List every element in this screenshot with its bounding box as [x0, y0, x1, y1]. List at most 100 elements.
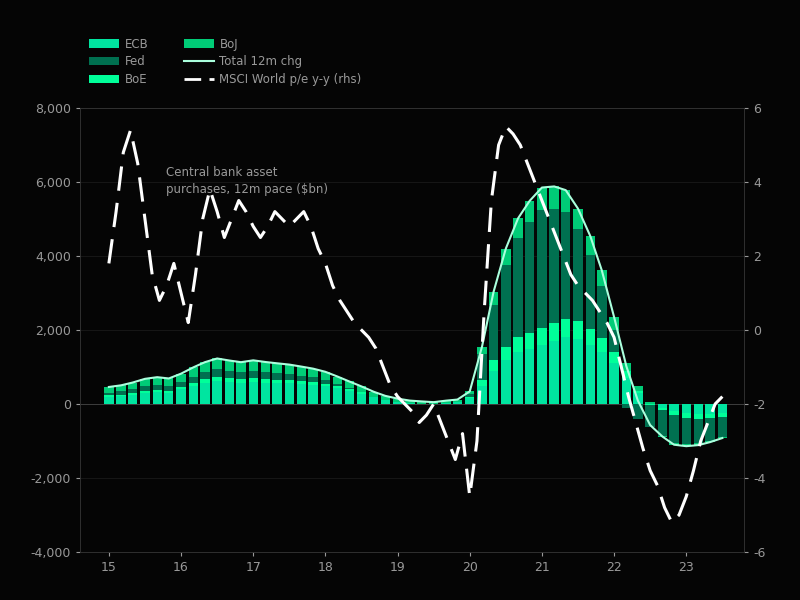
Bar: [249, 382, 258, 404]
Bar: [309, 368, 318, 377]
Bar: [104, 387, 114, 392]
Bar: [225, 378, 234, 382]
Bar: [213, 358, 222, 369]
Bar: [309, 377, 318, 382]
Bar: [670, 443, 678, 445]
Bar: [561, 337, 570, 404]
Bar: [261, 362, 270, 372]
Bar: [718, 437, 727, 438]
Bar: [489, 371, 498, 404]
Bar: [465, 398, 474, 404]
Bar: [236, 372, 246, 379]
Bar: [176, 374, 186, 382]
Bar: [309, 385, 318, 404]
Bar: [345, 388, 354, 389]
Bar: [682, 404, 691, 413]
Bar: [236, 362, 246, 372]
Bar: [501, 347, 510, 359]
Bar: [682, 418, 691, 444]
Bar: [694, 419, 703, 443]
Bar: [176, 389, 186, 404]
Bar: [128, 383, 138, 389]
Bar: [706, 413, 714, 418]
Bar: [501, 359, 510, 404]
Bar: [200, 362, 210, 372]
Bar: [538, 345, 546, 404]
Bar: [128, 395, 138, 404]
Bar: [176, 382, 186, 387]
Bar: [117, 385, 126, 391]
Bar: [261, 383, 270, 404]
Bar: [249, 361, 258, 371]
Bar: [442, 403, 450, 404]
Bar: [297, 384, 306, 404]
Bar: [525, 349, 534, 404]
Bar: [694, 414, 703, 419]
Bar: [658, 410, 667, 436]
Bar: [561, 319, 570, 337]
Bar: [465, 397, 474, 398]
Bar: [357, 386, 366, 392]
Bar: [453, 402, 462, 404]
Bar: [478, 354, 486, 380]
Bar: [381, 400, 390, 404]
Bar: [561, 190, 570, 212]
Bar: [164, 391, 174, 392]
Bar: [574, 229, 582, 322]
Bar: [465, 391, 474, 394]
Bar: [249, 378, 258, 382]
Bar: [597, 338, 606, 352]
Bar: [297, 367, 306, 376]
Bar: [236, 379, 246, 383]
Bar: [297, 381, 306, 384]
Bar: [153, 385, 162, 390]
Bar: [128, 393, 138, 395]
Bar: [140, 379, 150, 386]
Bar: [200, 383, 210, 404]
Bar: [478, 347, 486, 354]
Bar: [153, 390, 162, 392]
Bar: [272, 373, 282, 380]
Bar: [249, 371, 258, 378]
Bar: [164, 392, 174, 404]
Bar: [465, 394, 474, 397]
Bar: [670, 412, 678, 415]
Bar: [213, 369, 222, 377]
Bar: [297, 376, 306, 381]
Bar: [622, 404, 631, 408]
Bar: [333, 384, 342, 386]
Bar: [538, 210, 546, 328]
Bar: [478, 380, 486, 386]
Bar: [622, 362, 631, 371]
Bar: [514, 218, 522, 238]
Bar: [622, 371, 631, 378]
Bar: [225, 382, 234, 404]
Bar: [357, 392, 366, 394]
Bar: [597, 286, 606, 338]
Text: Central bank asset
purchases, 12m pace ($bn): Central bank asset purchases, 12m pace (…: [166, 166, 328, 196]
Bar: [381, 396, 390, 400]
Bar: [272, 380, 282, 383]
Bar: [718, 404, 727, 413]
Bar: [140, 393, 150, 404]
Bar: [574, 339, 582, 404]
Bar: [369, 392, 378, 397]
Bar: [586, 345, 595, 404]
Bar: [682, 413, 691, 418]
Bar: [586, 254, 595, 329]
Bar: [369, 397, 378, 404]
Bar: [309, 382, 318, 385]
Bar: [597, 271, 606, 286]
Bar: [658, 436, 667, 437]
Bar: [117, 391, 126, 395]
Bar: [610, 317, 618, 330]
Bar: [104, 397, 114, 404]
Legend: ECB, Fed, BoE, BoJ, Total 12m chg, MSCI World p/e y-y (rhs): ECB, Fed, BoE, BoJ, Total 12m chg, MSCI …: [86, 34, 366, 89]
Bar: [489, 361, 498, 371]
Bar: [285, 365, 294, 374]
Bar: [345, 389, 354, 391]
Bar: [489, 292, 498, 305]
Bar: [501, 248, 510, 265]
Bar: [586, 329, 595, 345]
Bar: [658, 408, 667, 410]
